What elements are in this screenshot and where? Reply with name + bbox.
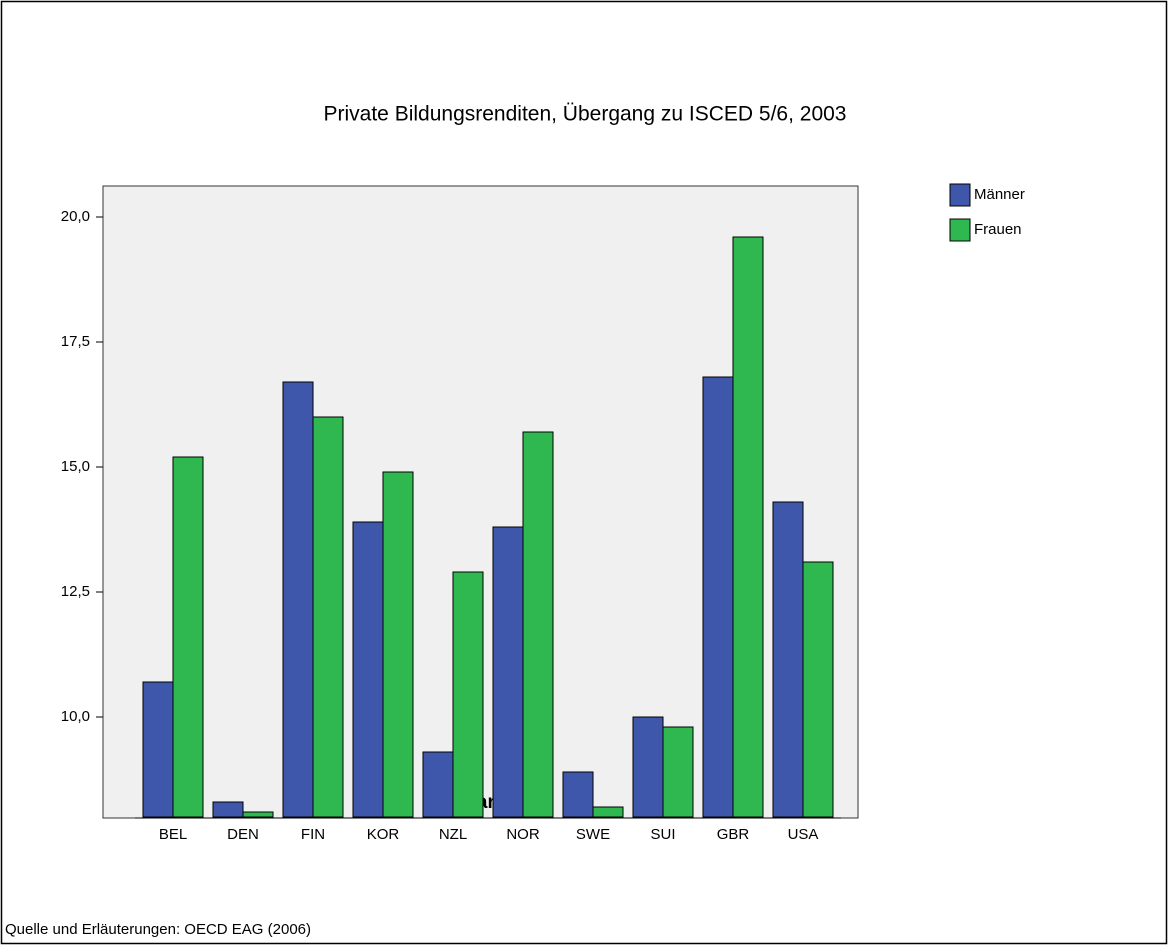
y-tick-label: 17,5	[61, 333, 90, 350]
legend-swatch	[949, 218, 971, 242]
bar	[732, 236, 764, 818]
bar	[592, 806, 624, 818]
x-tick-label: BEL	[159, 826, 187, 843]
bar	[382, 471, 414, 818]
y-tick-label: 15,0	[61, 458, 90, 475]
bar	[522, 431, 554, 818]
bar	[662, 726, 694, 818]
bar	[772, 501, 804, 818]
bar	[452, 571, 484, 818]
bar	[702, 376, 734, 818]
x-tick-label: KOR	[367, 826, 400, 843]
legend-label: Frauen	[974, 221, 1022, 238]
x-tick-label: NZL	[439, 826, 467, 843]
y-tick-label: 10,0	[61, 708, 90, 725]
bar	[492, 526, 524, 818]
bar	[172, 456, 204, 818]
x-tick-label: NOR	[506, 826, 540, 843]
bar	[142, 681, 174, 818]
bar	[312, 416, 344, 818]
source-note: Quelle und Erläuterungen: OECD EAG (2006…	[5, 921, 311, 938]
bar	[632, 716, 664, 818]
bar	[282, 381, 314, 818]
y-tick-label: 20,0	[61, 208, 90, 225]
x-tick-label: SWE	[576, 826, 610, 843]
bar	[352, 521, 384, 818]
bar	[242, 811, 274, 818]
bar	[562, 771, 594, 818]
legend-swatch	[949, 183, 971, 207]
legend-label: Männer	[974, 186, 1025, 203]
bar	[802, 561, 834, 818]
y-tick-label: 12,5	[61, 583, 90, 600]
x-tick-label: FIN	[301, 826, 325, 843]
x-tick-label: DEN	[227, 826, 259, 843]
bar	[212, 801, 244, 818]
x-tick-label: SUI	[650, 826, 675, 843]
x-tick-label: USA	[788, 826, 819, 843]
x-tick-label: GBR	[717, 826, 750, 843]
chart-title: Private Bildungsrenditen, Übergang zu IS…	[324, 103, 847, 126]
bar	[422, 751, 454, 818]
